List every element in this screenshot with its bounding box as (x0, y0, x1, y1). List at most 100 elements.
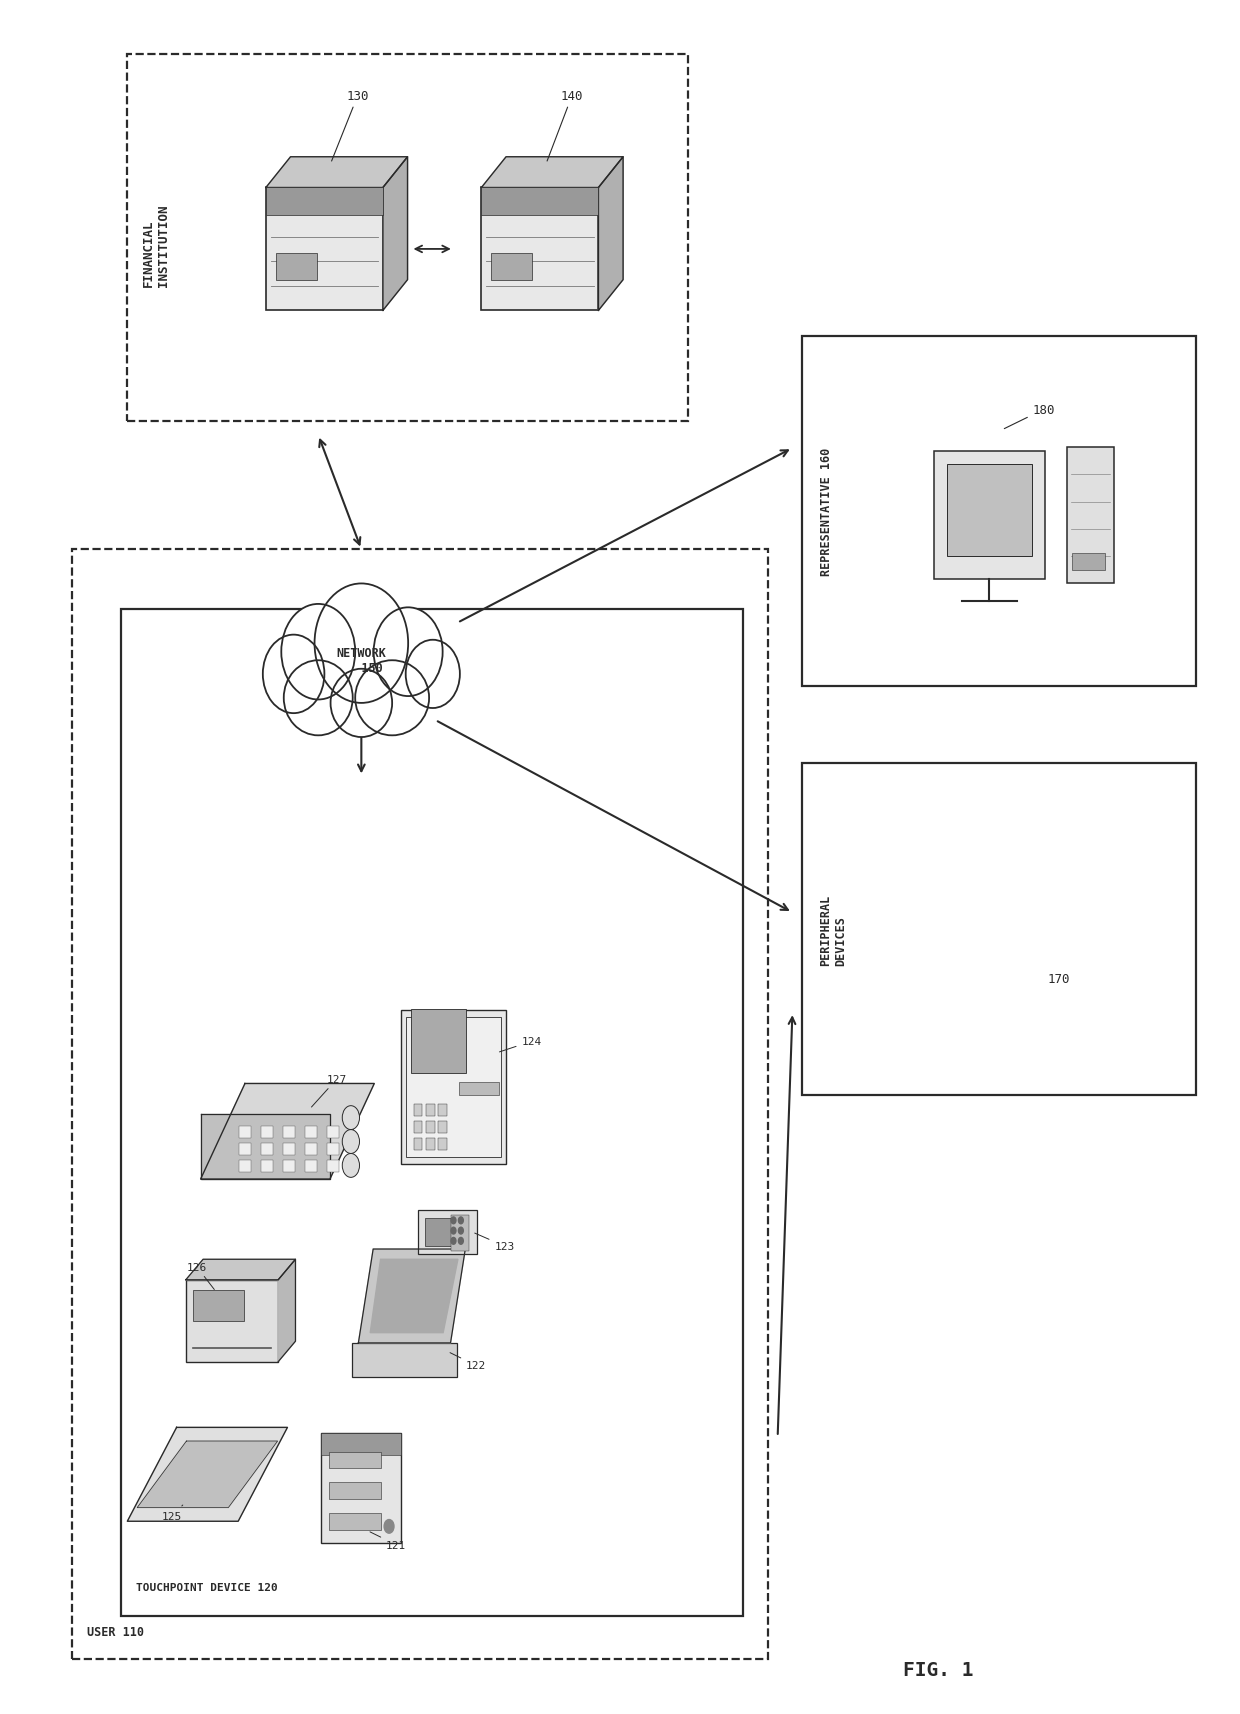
Bar (260, 1143, 273, 1155)
Polygon shape (201, 1083, 374, 1179)
Bar (352, 1344, 456, 1378)
Bar (934, 452, 1045, 579)
Text: 140: 140 (547, 89, 583, 161)
Bar (193, 1291, 244, 1321)
Bar (327, 1160, 339, 1172)
Bar (414, 1104, 423, 1116)
Bar (128, 55, 688, 422)
Bar (947, 464, 1032, 557)
Bar (418, 1210, 477, 1255)
Text: NETWORK
   150: NETWORK 150 (336, 646, 387, 675)
Bar (450, 1215, 470, 1251)
Bar (329, 1513, 381, 1531)
Circle shape (342, 1154, 360, 1178)
Circle shape (342, 1106, 360, 1130)
Polygon shape (278, 1260, 295, 1363)
Bar (265, 189, 383, 312)
Bar (414, 1121, 423, 1133)
Text: TOUCHPOINT DEVICE 120: TOUCHPOINT DEVICE 120 (136, 1582, 278, 1592)
Text: REPRESENTATIVE 160: REPRESENTATIVE 160 (820, 447, 832, 576)
Text: USER 110: USER 110 (87, 1625, 144, 1639)
Text: 180: 180 (1004, 403, 1055, 430)
Text: 130: 130 (331, 89, 370, 161)
Bar (239, 1126, 252, 1138)
Bar (321, 1433, 402, 1455)
Bar (283, 1143, 295, 1155)
Bar (239, 1143, 252, 1155)
Bar (305, 1126, 317, 1138)
Ellipse shape (331, 670, 392, 737)
Bar (122, 610, 743, 1616)
Circle shape (342, 1130, 360, 1154)
Bar (438, 1138, 446, 1150)
Bar (186, 1280, 278, 1363)
Circle shape (459, 1217, 464, 1224)
Polygon shape (371, 1260, 458, 1333)
Bar (414, 1138, 423, 1150)
Bar (265, 189, 383, 216)
Polygon shape (128, 1428, 288, 1522)
Circle shape (451, 1238, 456, 1244)
Bar (329, 1452, 381, 1469)
Polygon shape (358, 1250, 465, 1344)
Bar (427, 1104, 435, 1116)
Bar (459, 1083, 498, 1095)
Bar (1073, 554, 1105, 571)
Text: FIG. 1: FIG. 1 (903, 1661, 973, 1680)
Text: 124: 124 (500, 1037, 542, 1052)
Ellipse shape (263, 636, 325, 713)
Text: 122: 122 (450, 1352, 486, 1371)
Circle shape (459, 1238, 464, 1244)
Polygon shape (599, 158, 622, 312)
Bar (402, 1011, 506, 1164)
Ellipse shape (355, 662, 429, 735)
Polygon shape (383, 158, 408, 312)
Ellipse shape (281, 605, 355, 699)
Bar (438, 1121, 446, 1133)
Ellipse shape (405, 641, 460, 708)
Text: 123: 123 (475, 1234, 515, 1251)
Bar (275, 254, 316, 281)
Text: 126: 126 (186, 1262, 215, 1289)
Text: 170: 170 (1048, 974, 1070, 986)
Polygon shape (481, 158, 622, 189)
Polygon shape (186, 1260, 295, 1280)
Ellipse shape (373, 608, 443, 696)
Bar (72, 550, 768, 1659)
Bar (1068, 447, 1114, 584)
Text: 125: 125 (161, 1505, 182, 1520)
Bar (305, 1143, 317, 1155)
Bar (481, 189, 599, 312)
Circle shape (384, 1520, 394, 1534)
Bar (481, 189, 599, 216)
Bar (329, 1483, 381, 1500)
Polygon shape (265, 158, 408, 189)
Bar (407, 1018, 501, 1157)
Bar (260, 1126, 273, 1138)
Bar (412, 1010, 466, 1073)
Bar (802, 763, 1197, 1095)
Bar (321, 1433, 402, 1544)
Polygon shape (201, 1114, 330, 1179)
Bar (327, 1126, 339, 1138)
Bar (425, 1219, 460, 1246)
Bar (427, 1121, 435, 1133)
Circle shape (451, 1217, 456, 1224)
Circle shape (459, 1227, 464, 1234)
Bar (283, 1160, 295, 1172)
Bar (491, 254, 532, 281)
Bar (427, 1138, 435, 1150)
Bar (260, 1160, 273, 1172)
Ellipse shape (284, 662, 352, 735)
Bar (283, 1126, 295, 1138)
Text: 127: 127 (311, 1075, 347, 1107)
Text: PERIPHERAL
DEVICES: PERIPHERAL DEVICES (820, 895, 847, 965)
Bar (802, 336, 1197, 686)
Bar (327, 1143, 339, 1155)
Polygon shape (138, 1441, 278, 1508)
Ellipse shape (315, 584, 408, 703)
Circle shape (451, 1227, 456, 1234)
Text: FINANCIAL
INSTITUTION: FINANCIAL INSTITUTION (143, 204, 170, 288)
Text: 121: 121 (370, 1532, 407, 1549)
Bar (438, 1104, 446, 1116)
